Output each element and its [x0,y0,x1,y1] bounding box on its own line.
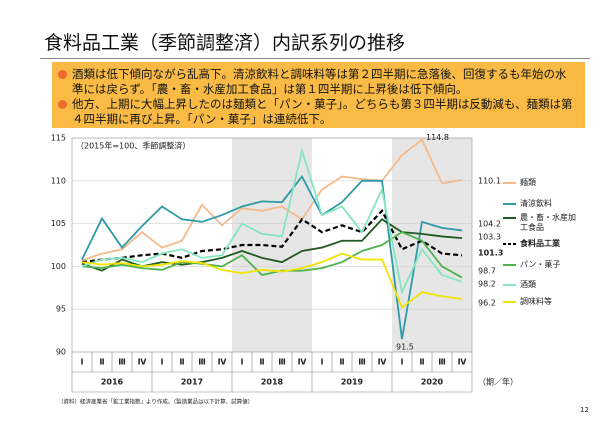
x-tick-label: Ⅱ [339,358,344,367]
y-tick-label: 100 [51,262,66,271]
series-line [81,138,463,262]
y-tick-label: 95 [56,305,66,314]
series-line [81,252,463,309]
x-tick-label: Ⅰ [81,358,84,367]
series-line [81,147,463,295]
x-tick-label: Ⅰ [401,358,404,367]
end-label: 104.2 [478,220,501,229]
x-tick-label: Ⅱ [419,358,424,367]
title-rule [40,58,590,59]
x-tick-label: Ⅲ [278,358,286,367]
year-label: 2019 [341,378,364,387]
x-tick-label: Ⅰ [321,358,324,367]
annotation: 91.5 [396,343,414,352]
x-label: （期／年） [478,377,518,387]
bullet: 他方、上期に大幅上昇したのは麺類と「パン・菓子」。どちらも第３四半期は反動減も、… [58,97,577,127]
y-tick-label: 90 [56,348,66,357]
bullet-text: 他方、上期に大幅上昇したのは麺類と「パン・菓子」。どちらも第３四半期は反動減も、… [72,97,573,126]
x-tick-label: Ⅱ [99,358,104,367]
series-line [81,174,463,340]
legend-label: パン・菓子 [520,260,561,269]
x-tick-label: Ⅱ [179,358,184,367]
year-label: 2016 [101,378,124,387]
x-tick-label: Ⅲ [118,358,126,367]
year-label: 2018 [261,378,284,387]
y-tick-label: 115 [51,134,66,143]
page-number: 12 [580,406,589,414]
summary-box: 酒類は低下傾向ながら乱高下。清涼飲料と調味料等は第２四半期に急落後、回復するも年… [52,62,585,128]
x-tick-label: Ⅳ [218,358,227,367]
series-line [81,231,463,279]
series-line [81,208,463,264]
legend-label: 調味料等 [520,297,552,306]
annotation: 114.8 [426,133,449,142]
x-tick-label: Ⅳ [138,358,147,367]
bullet: 酒類は低下傾向ながら乱高下。清涼飲料と調味料等は第２四半期に急落後、回復するも年… [58,67,577,97]
year-label: 2017 [181,378,203,387]
end-label: 98.2 [478,280,496,289]
end-label: 103.3 [478,233,501,242]
x-tick-label: Ⅲ [198,358,206,367]
end-label: 101.3 [478,249,503,258]
y-tick-label: 105 [51,219,66,228]
legend-label: 食料品工業 [520,239,560,248]
x-tick-label: Ⅲ [358,358,366,367]
x-tick-label: Ⅱ [259,358,264,367]
x-tick-label: Ⅰ [241,358,244,367]
source: （資料）経済産業省「鉱工業指数」より作成。（製造業品は以下計算、試算値） [58,398,253,406]
bullet-text: 酒類は低下傾向ながら乱高下。清涼飲料と調味料等は第２四半期に急落後、回復するも年… [72,67,567,96]
x-tick-label: Ⅳ [378,358,387,367]
legend-label: 農・畜・水産加工食品 [520,213,576,232]
end-label: 110.1 [478,177,501,186]
x-tick-label: Ⅳ [458,358,467,367]
end-label: 96.2 [478,299,496,308]
shade [392,138,472,352]
note: （2015年=100、季節調整済） [76,141,190,151]
legend-label: 麺類 [520,178,536,187]
end-label: 98.7 [478,267,496,276]
legend-label: 清涼飲料 [520,199,552,208]
x-tick-label: Ⅳ [298,358,307,367]
title: 食料品工業（季節調整済）内訳系列の推移 [44,32,406,54]
year-label: 2020 [421,378,444,387]
x-tick-label: Ⅲ [438,358,446,367]
x-tick-label: Ⅰ [161,358,164,367]
legend-label: 酒類 [520,280,536,289]
y-tick-label: 110 [51,176,66,185]
